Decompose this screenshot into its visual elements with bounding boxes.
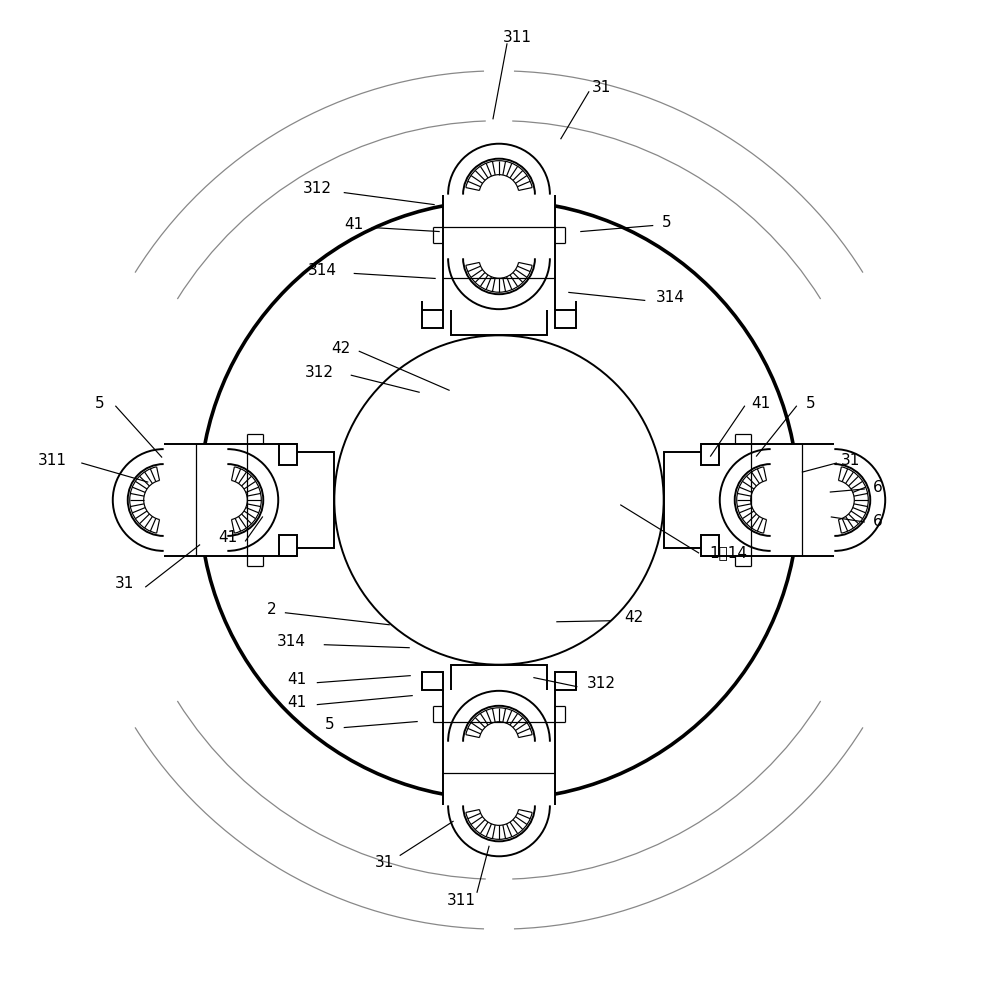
Text: 314: 314: [307, 263, 337, 278]
Polygon shape: [701, 444, 719, 465]
Text: 312: 312: [304, 365, 334, 380]
Text: 31: 31: [840, 453, 860, 468]
Text: 6: 6: [873, 480, 883, 495]
Polygon shape: [422, 672, 443, 690]
Polygon shape: [443, 690, 555, 805]
Polygon shape: [664, 452, 783, 548]
Polygon shape: [443, 195, 555, 310]
Circle shape: [334, 335, 664, 665]
Text: 312: 312: [302, 181, 332, 196]
Text: 41: 41: [286, 695, 306, 710]
Circle shape: [190, 191, 808, 809]
Text: 2: 2: [266, 602, 276, 617]
Text: 41: 41: [286, 672, 306, 687]
Polygon shape: [719, 444, 834, 556]
Polygon shape: [451, 216, 547, 335]
Polygon shape: [422, 310, 443, 328]
Polygon shape: [701, 535, 719, 556]
Text: 42: 42: [624, 610, 644, 625]
Text: 314: 314: [276, 634, 306, 649]
Circle shape: [200, 201, 798, 799]
Text: 1，14: 1，14: [710, 545, 748, 560]
Polygon shape: [279, 444, 297, 465]
Text: 42: 42: [331, 341, 351, 356]
Polygon shape: [164, 444, 279, 556]
Text: 31: 31: [374, 855, 394, 870]
Polygon shape: [215, 452, 334, 548]
Text: 5: 5: [662, 215, 672, 230]
Text: 311: 311: [502, 30, 532, 45]
Text: 41: 41: [218, 530, 238, 545]
Text: 311: 311: [37, 453, 67, 468]
Text: 312: 312: [587, 676, 617, 691]
Polygon shape: [279, 535, 297, 556]
Text: 5: 5: [324, 717, 334, 732]
Polygon shape: [555, 672, 576, 690]
Text: 41: 41: [344, 217, 364, 232]
Text: 314: 314: [656, 290, 686, 305]
Text: 31: 31: [592, 80, 612, 95]
Text: 311: 311: [446, 893, 476, 908]
Polygon shape: [451, 665, 547, 784]
Text: 5: 5: [805, 396, 815, 411]
Text: 31: 31: [115, 576, 135, 591]
Polygon shape: [555, 310, 576, 328]
Text: 6: 6: [873, 514, 883, 529]
Text: 41: 41: [750, 396, 770, 411]
Text: 5: 5: [95, 396, 105, 411]
